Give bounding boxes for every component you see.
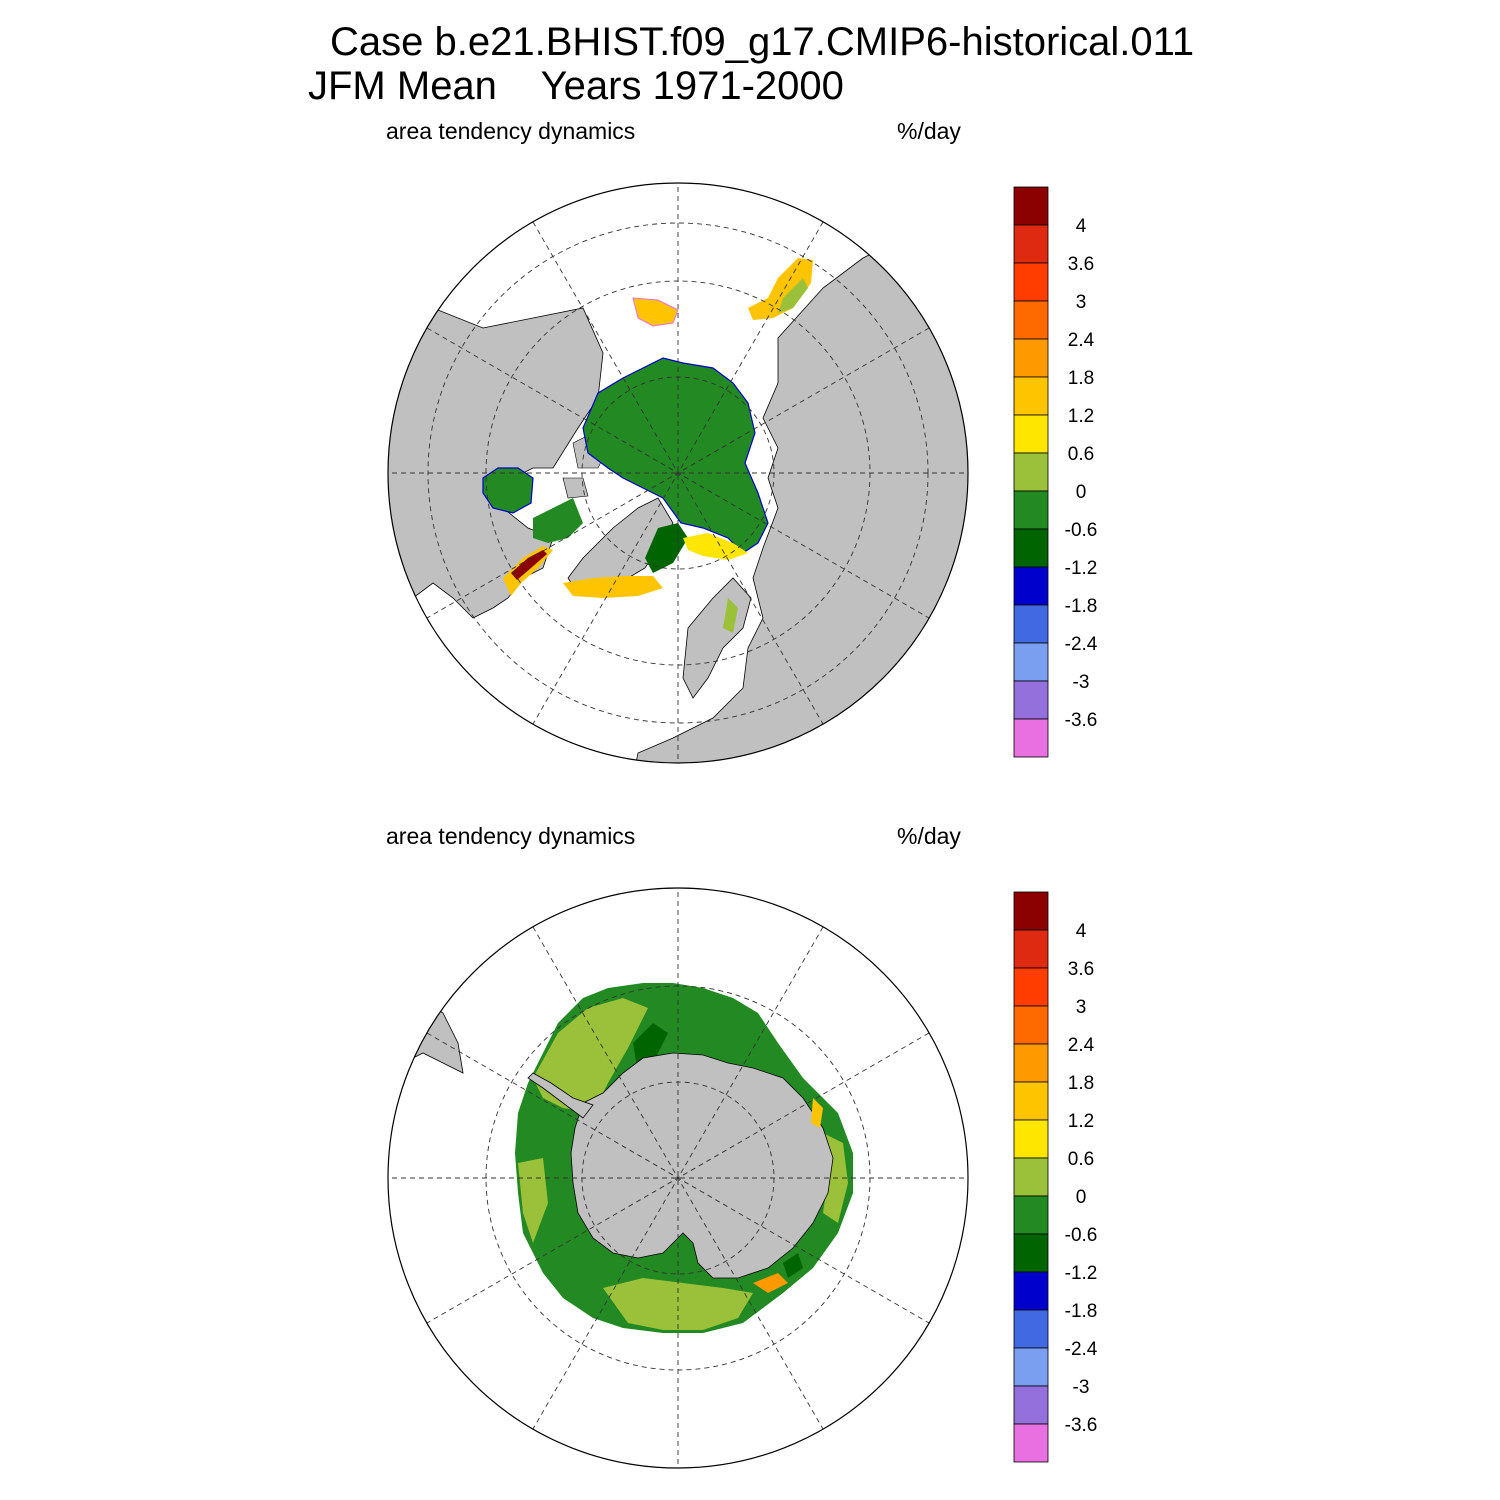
colorbar-tick-label: -0.6	[1065, 520, 1098, 541]
colorbar-tick-label: 1.8	[1068, 1073, 1094, 1094]
colorbar-tick-label: -3	[1073, 1377, 1090, 1398]
figure-title-line1: Case b.e21.BHIST.f09_g17.CMIP6-historica…	[330, 20, 1195, 64]
colorbar-swatch	[1013, 1119, 1049, 1159]
colorbar-swatch	[1013, 186, 1049, 226]
arctic-polar-map	[387, 182, 969, 764]
colorbar-swatch	[1013, 300, 1049, 340]
colorbar-swatch	[1013, 1005, 1049, 1045]
panel-units-label: %/day	[897, 118, 961, 144]
colorbar-swatch	[1013, 680, 1049, 720]
colorbar-tick-label: 1.2	[1068, 406, 1094, 427]
colorbar-tick-label: 4	[1076, 921, 1087, 942]
colorbar-tick-label: -3.6	[1065, 1415, 1098, 1436]
colorbar-swatch	[1013, 1385, 1049, 1425]
colorbar-swatch	[1013, 262, 1049, 302]
colorbar-swatch	[1013, 1233, 1049, 1273]
colorbar-tick-label: -1.2	[1065, 1263, 1098, 1284]
greenland-sea-growth	[563, 576, 663, 598]
colorbar-tick-label: 3.6	[1068, 254, 1094, 275]
colorbar-tick-label: 0.6	[1068, 444, 1094, 465]
colorbar-tick-label: 0.6	[1068, 1149, 1094, 1170]
colorbar-swatch	[1013, 1309, 1049, 1349]
colorbar-swatch	[1013, 1347, 1049, 1387]
colorbar-tick-label: 3	[1076, 292, 1087, 313]
colorbar-swatch	[1013, 1423, 1049, 1463]
colorbar-tick-label: -1.2	[1065, 558, 1098, 579]
colorbar-bottom: 4 3.6 3 2.4 1.8 1.2 0.6 0 -0.6 -1.2 -1.8 -2.4 -3 -3.6	[1013, 891, 1098, 1463]
colorbar-tick-label: -0.6	[1065, 1225, 1098, 1246]
colorbar-tick-label: 4	[1076, 216, 1087, 237]
colorbar-swatch	[1013, 1271, 1049, 1311]
map-border	[387, 887, 969, 1469]
east-antarctic-growth	[811, 1098, 823, 1128]
colorbar-swatch	[1013, 604, 1049, 644]
colorbar-top: 4 3.6 3 2.4 1.8 1.2 0.6 0 -0.6 -1.2 -1.8 -2.4 -3 -3.6	[1013, 186, 1098, 758]
barents-sea-ice	[645, 523, 688, 573]
okhotsk-growth-inner	[778, 278, 808, 313]
west-sector-ice-light	[518, 1158, 548, 1243]
colorbar-swatch	[1013, 929, 1049, 969]
colorbar-swatch	[1013, 376, 1049, 416]
colorbar-tick-label: 3.6	[1068, 959, 1094, 980]
panel-left-label: area tendency dynamics	[386, 118, 636, 144]
colorbar-tick-label: 2.4	[1068, 330, 1095, 351]
colorbar-tick-label: -3.6	[1065, 710, 1098, 731]
colorbar-tick-label: 1.8	[1068, 368, 1094, 389]
colorbar-tick-label: 2.4	[1068, 1035, 1095, 1056]
colorbar-tick-label: -1.8	[1065, 1301, 1098, 1322]
ross-sea-ice-light	[603, 1278, 753, 1330]
colorbar-swatch	[1013, 528, 1049, 568]
ross-margin-growth	[753, 1273, 788, 1293]
colorbar-tick-label: -1.8	[1065, 596, 1098, 617]
panel-units-label: %/day	[897, 823, 961, 849]
colorbar-tick-label: 0	[1076, 1187, 1087, 1208]
baltic-ice	[723, 598, 738, 633]
colorbar-swatch	[1013, 414, 1049, 454]
colorbar-swatch	[1013, 1157, 1049, 1197]
figure-title-line2: JFM Mean Years 1971-2000	[308, 64, 844, 108]
bering-growth	[632, 297, 679, 327]
colorbar-swatch	[1013, 452, 1049, 492]
colorbar-swatch	[1013, 1043, 1049, 1083]
hudson-bay-ice	[482, 467, 534, 514]
colorbar-swatch	[1013, 566, 1049, 606]
panel-left-label: area tendency dynamics	[386, 823, 636, 849]
colorbar-tick-label: -3	[1073, 672, 1090, 693]
dark-ice-patches	[633, 1023, 803, 1278]
antarctic-polar-map	[387, 887, 969, 1469]
colorbar-tick-label: 3	[1076, 997, 1087, 1018]
colorbar-swatch	[1013, 967, 1049, 1007]
colorbar-swatch	[1013, 1081, 1049, 1121]
okhotsk-growth	[748, 258, 813, 320]
map-border	[387, 182, 969, 764]
weddell-sea-ice-light	[533, 998, 648, 1113]
colorbar-swatch	[1013, 718, 1049, 758]
colorbar-swatch	[1013, 642, 1049, 682]
land-antarctica	[570, 1052, 834, 1279]
colorbar-tick-label: 1.2	[1068, 1111, 1094, 1132]
colorbar-tick-label: -2.4	[1065, 634, 1098, 655]
colorbar-swatch	[1013, 1195, 1049, 1235]
colorbar-swatch	[1013, 490, 1049, 530]
colorbar-swatch	[1013, 338, 1049, 378]
antarctic-peninsula	[527, 1072, 594, 1119]
labrador-sea-strong-growth	[511, 550, 547, 580]
barents-margin-growth	[683, 533, 748, 560]
colorbar-swatch	[1013, 224, 1049, 264]
colorbar-swatch	[1013, 891, 1049, 931]
colorbar-tick-label: -2.4	[1065, 1339, 1098, 1360]
colorbar-tick-label: 0	[1076, 482, 1087, 503]
baffin-bay-ice	[533, 498, 583, 543]
arctic-ocean-ice-field	[582, 357, 769, 554]
